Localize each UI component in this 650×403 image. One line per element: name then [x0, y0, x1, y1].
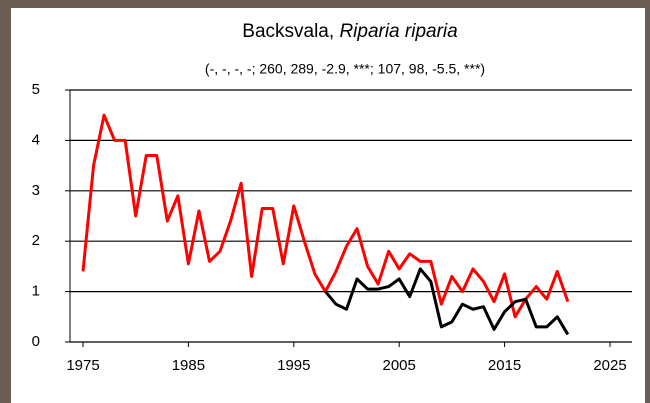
x-tick-label: 2005	[383, 357, 416, 374]
x-tick-label: 2015	[488, 357, 521, 374]
x-tick-label: 1995	[277, 357, 310, 374]
panel	[11, 8, 645, 403]
x-tick-label: 2025	[593, 357, 626, 374]
y-tick-label: 5	[32, 81, 40, 98]
x-tick-label: 1975	[66, 357, 99, 374]
y-tick-label: 2	[32, 232, 40, 249]
x-tick-label: 1985	[172, 357, 205, 374]
title-text: Backsvala,	[242, 21, 334, 42]
chart-subtitle: (-, -, -, -; 260, 289, -2.9, ***; 107, 9…	[205, 61, 485, 77]
y-tick-label: 4	[32, 131, 40, 148]
chart-title: Backsvala, Riparia riparia	[242, 21, 457, 42]
series-line	[324, 267, 570, 336]
y-tick-label: 1	[32, 283, 40, 300]
title-species: Riparia riparia	[339, 21, 457, 42]
y-tick-label: 0	[32, 333, 40, 350]
y-tick-label: 3	[32, 182, 40, 199]
